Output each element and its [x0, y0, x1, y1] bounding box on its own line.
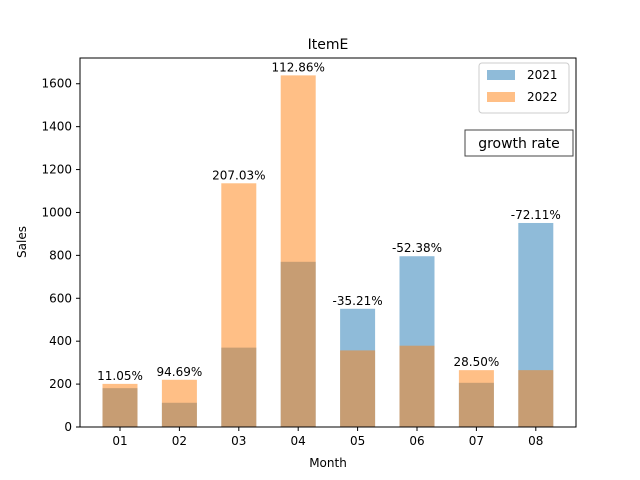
- x-tick-label: 03: [231, 434, 246, 448]
- y-tick-label: 1000: [41, 205, 72, 219]
- growth-label-08: -72.11%: [511, 208, 561, 222]
- x-tick-label: 02: [172, 434, 187, 448]
- y-tick-label: 0: [64, 420, 72, 434]
- bar-2022-07: [458, 370, 494, 427]
- chart-title: ItemE: [308, 37, 349, 53]
- bar-2022-02: [161, 379, 197, 427]
- x-tick-label: 05: [350, 434, 365, 448]
- bar-2022-01: [102, 383, 138, 427]
- y-axis: 0 200 400 600 800 1000 1200 1400 1600: [41, 77, 80, 434]
- legend-swatch-2021: [487, 70, 515, 80]
- growth-label-07: 28.50%: [454, 355, 500, 369]
- legend-label-2021: 2021: [527, 68, 558, 82]
- x-tick-label: 08: [528, 434, 543, 448]
- annotation-text: growth rate: [478, 136, 560, 152]
- plot-frame: [79, 57, 577, 428]
- x-tick-label: 06: [409, 434, 424, 448]
- growth-label-06: -52.38%: [392, 241, 442, 255]
- y-tick-label: 1600: [41, 77, 72, 91]
- growth-label-04: 112.86%: [272, 60, 325, 74]
- bars-group: [102, 75, 554, 428]
- y-tick-label: 800: [49, 248, 72, 262]
- x-tick-label: 07: [469, 434, 484, 448]
- legend-label-2022: 2022: [527, 90, 558, 104]
- legend-swatch-2022: [487, 92, 515, 102]
- annotation-box: [464, 129, 574, 157]
- growth-label-02: 94.69%: [157, 365, 203, 379]
- growth-label-05: -35.21%: [333, 294, 383, 308]
- y-axis-label: Sales: [15, 226, 29, 258]
- y-tick-label: 600: [49, 291, 72, 305]
- growth-label-03: 207.03%: [212, 168, 265, 182]
- x-axis-label: Month: [309, 456, 347, 470]
- bar-2022-08: [518, 370, 554, 427]
- bar-2022-03: [221, 183, 257, 427]
- y-tick-label: 1200: [41, 163, 72, 177]
- data-labels-group: 11.05% 94.69% 207.03% 112.86% -35.21% -52.38%…: [97, 60, 561, 383]
- y-tick-label: 1400: [41, 120, 72, 134]
- legend: 2021 2022: [478, 62, 570, 114]
- y-tick-label: 400: [49, 334, 72, 348]
- x-axis: 01 02 03 04 05 06 07 08: [112, 427, 543, 448]
- growth-rate-annotation: growth rate: [464, 129, 574, 157]
- x-tick-label: 04: [291, 434, 306, 448]
- bar-2022-06: [399, 345, 435, 427]
- growth-label-01: 11.05%: [97, 369, 143, 383]
- bar-2022-05: [340, 350, 376, 427]
- bar-2022-04: [280, 75, 316, 428]
- x-tick-label: 01: [112, 434, 127, 448]
- y-tick-label: 200: [49, 377, 72, 391]
